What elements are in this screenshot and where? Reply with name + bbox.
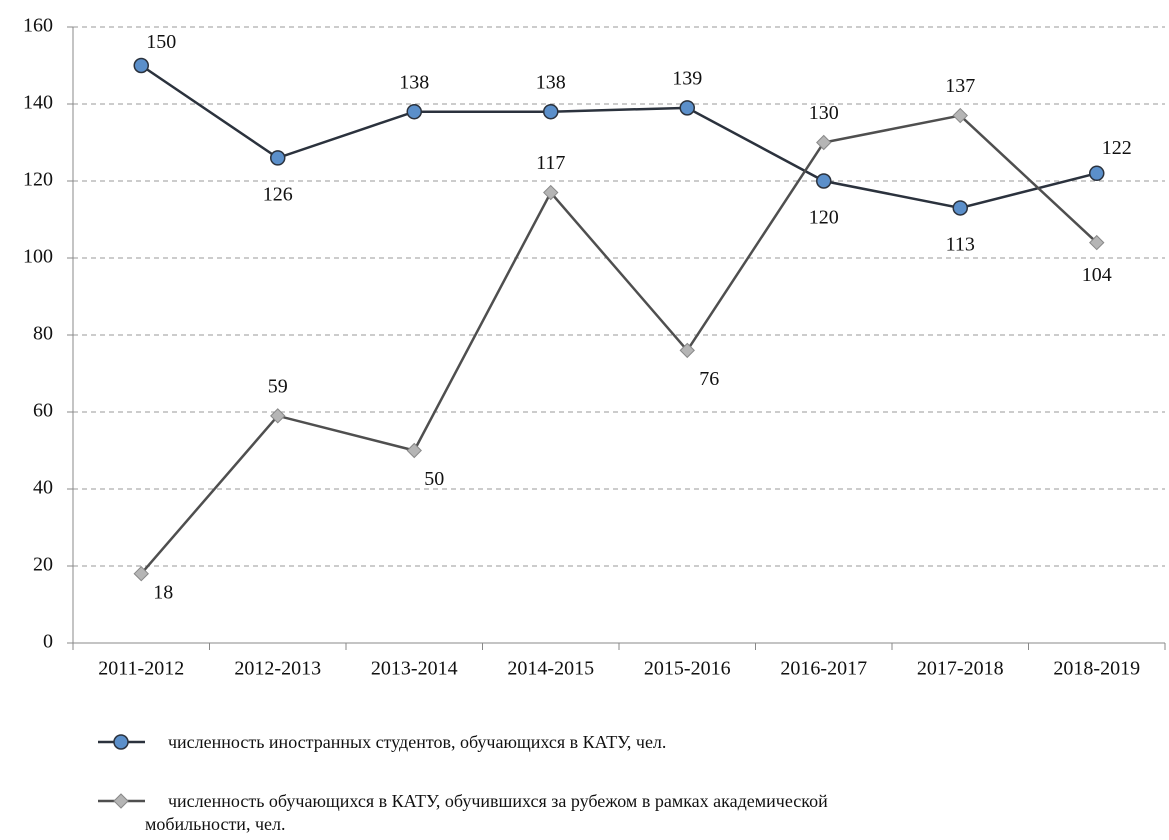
y-tick-label: 60: [33, 400, 53, 422]
data-label: 117: [536, 152, 565, 174]
point: [543, 184, 559, 201]
data-label: 126: [263, 183, 293, 205]
point: [816, 173, 832, 189]
point: [679, 100, 695, 116]
data-label: 113: [946, 234, 975, 256]
legend-label: численность обучающихся в КАТУ, обучивши…: [145, 791, 828, 834]
data-label: 138: [536, 71, 566, 93]
data-label: 122: [1102, 137, 1132, 159]
point: [679, 342, 695, 359]
point: [543, 103, 559, 120]
x-tick-label: 2011-2012: [98, 658, 184, 680]
point: [270, 150, 286, 166]
y-tick-label: 140: [23, 92, 53, 114]
x-tick-label: 2012-2013: [234, 658, 321, 680]
y-tick-label: 160: [23, 15, 53, 37]
x-tick-label: 2013-2014: [371, 658, 458, 680]
x-tick-label: 2014-2015: [507, 658, 594, 680]
x-tick-label: 2017-2018: [917, 658, 1004, 680]
y-tick-label: 0: [43, 631, 53, 653]
data-label: 18: [153, 581, 173, 603]
y-tick-label: 20: [33, 554, 53, 576]
data-label: 120: [809, 207, 839, 229]
y-tick-label: 40: [33, 477, 53, 499]
legend-label: численность иностранных студентов, обуча…: [168, 732, 667, 752]
y-tick-label: 120: [23, 169, 53, 191]
data-label: 59: [268, 375, 288, 397]
point: [816, 134, 832, 151]
data-label: 76: [699, 368, 719, 390]
point: [406, 442, 422, 459]
point: [1089, 165, 1105, 182]
series-line: [140, 64, 1098, 210]
x-tick-label: 2015-2016: [644, 658, 731, 680]
point: [270, 408, 286, 424]
legend-marker: [113, 793, 129, 809]
series-line: [140, 114, 1098, 575]
y-tick-label: 100: [23, 246, 53, 268]
point: [133, 57, 149, 74]
data-label: 150: [146, 31, 176, 53]
point: [952, 200, 968, 216]
legend-marker: [113, 734, 129, 750]
data-label: 137: [945, 75, 975, 97]
data-label: 138: [399, 71, 429, 93]
point: [952, 107, 968, 124]
point: [406, 103, 422, 120]
data-label: 139: [672, 67, 702, 89]
x-tick-label: 2016-2017: [780, 658, 867, 680]
data-label: 130: [809, 102, 839, 124]
x-tick-label: 2018-2019: [1053, 658, 1140, 680]
data-label: 50: [424, 468, 444, 490]
y-tick-label: 80: [33, 323, 53, 345]
data-label: 104: [1082, 264, 1112, 286]
point: [1089, 234, 1105, 251]
point: [133, 565, 149, 582]
